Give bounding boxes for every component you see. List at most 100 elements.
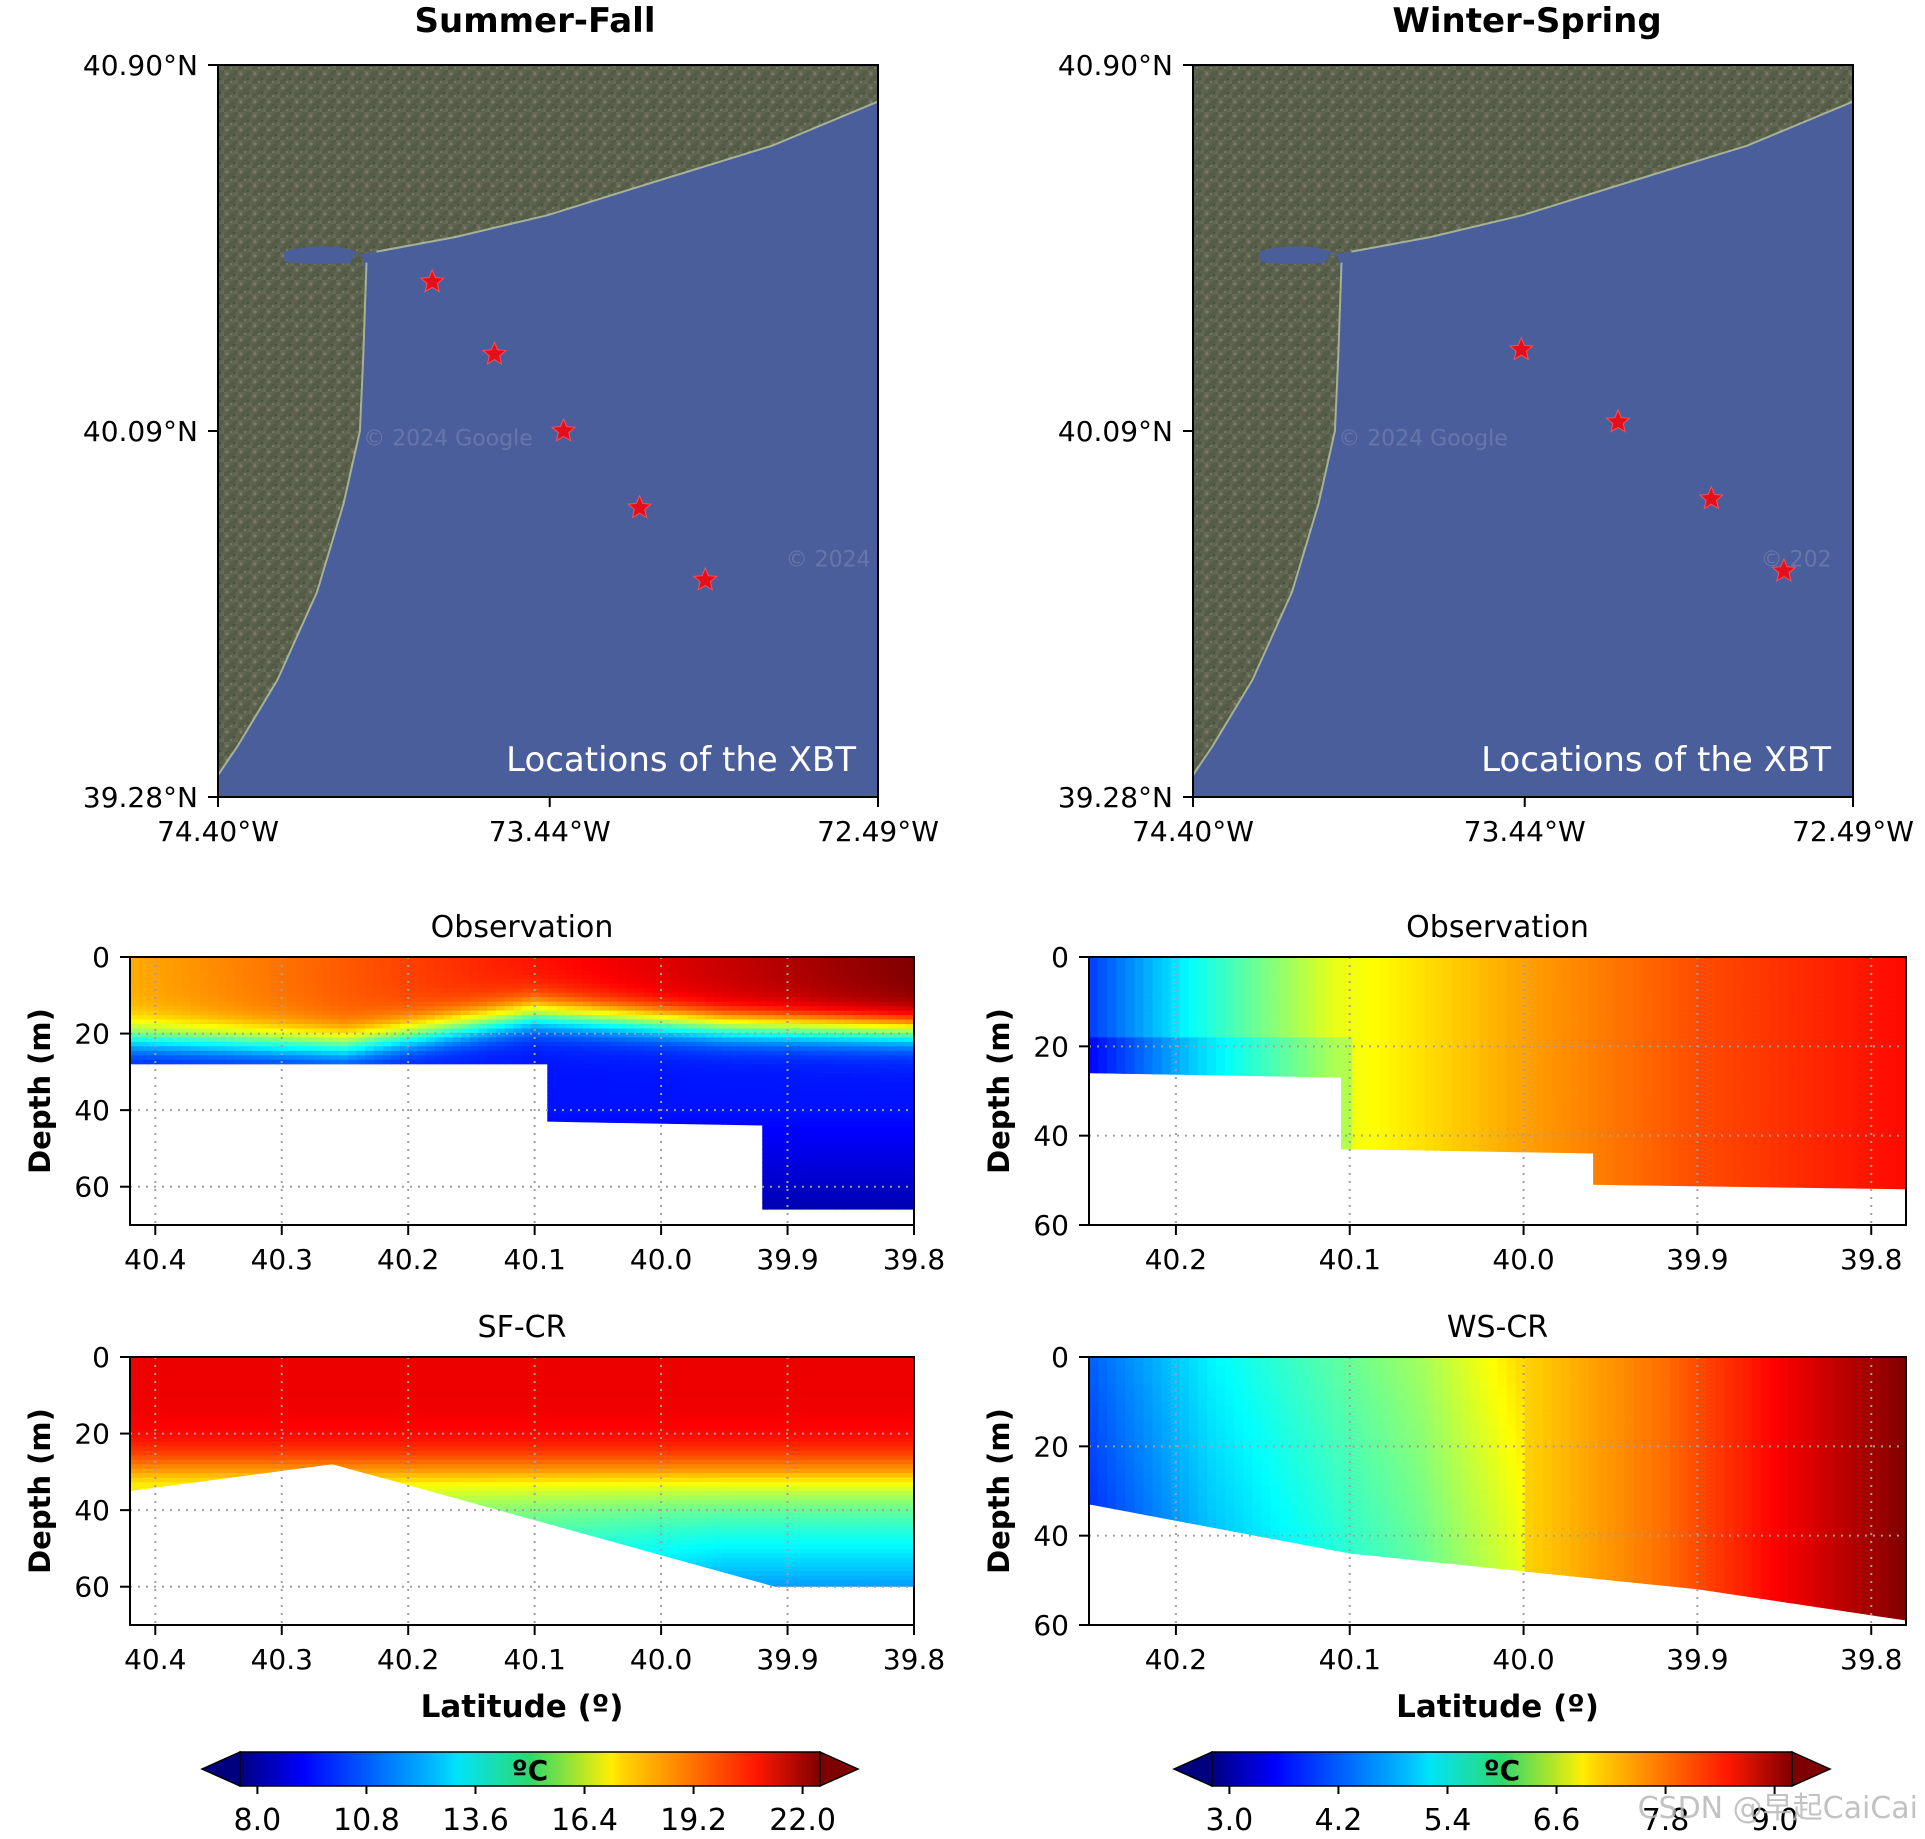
field-cell [600, 1113, 610, 1119]
field-cell [356, 1158, 366, 1164]
field-cell [696, 1028, 706, 1034]
field-cell [147, 1050, 157, 1056]
field-cell [731, 1162, 741, 1168]
field-cell [826, 1032, 837, 1038]
field-cell [417, 1104, 427, 1110]
field-cell [835, 983, 845, 989]
field-cell [574, 1207, 584, 1210]
field-cell [818, 1001, 828, 1007]
field-cell [217, 1153, 227, 1159]
field-cell [382, 1113, 392, 1119]
field-cell [234, 1104, 244, 1110]
field-cell [469, 1189, 479, 1195]
field-cell [138, 1010, 148, 1016]
field-cell [731, 1064, 741, 1070]
field-cell [688, 1216, 697, 1221]
field-cell [583, 1059, 593, 1065]
field-cell [748, 1086, 758, 1092]
field-cell [373, 1171, 384, 1177]
field-cell [426, 1202, 436, 1208]
field-cell [478, 970, 488, 976]
field-cell [408, 1198, 419, 1204]
field-cell [260, 1046, 270, 1052]
field-cell [434, 1193, 445, 1199]
field-cell [182, 1104, 192, 1110]
field-cell [835, 1180, 845, 1186]
field-cell [278, 979, 288, 985]
field-cell [644, 997, 654, 1003]
field-cell [469, 1086, 479, 1092]
field-cell [312, 1050, 323, 1056]
field-cell [321, 1135, 331, 1141]
field-cell [617, 970, 628, 976]
field-cell [522, 1001, 532, 1007]
field-cell [452, 1055, 462, 1061]
field-cell [644, 1158, 654, 1164]
long-island-landmass [218, 65, 878, 270]
field-cell [548, 1006, 558, 1012]
field-cell [286, 1028, 297, 1034]
field-cell [495, 1198, 506, 1204]
field-cell [365, 997, 375, 1003]
field-cell [234, 1037, 244, 1043]
field-cell [252, 1015, 262, 1021]
field-cell [312, 983, 323, 989]
field-cell [373, 979, 384, 985]
field-cell [635, 1091, 645, 1097]
field-cell [156, 1095, 166, 1101]
field-cell [565, 1041, 575, 1047]
field-cell [792, 1144, 802, 1150]
field-cell [278, 1153, 288, 1159]
field-cell [678, 988, 689, 994]
field-cell [539, 1122, 549, 1128]
field-cell [295, 983, 305, 989]
field-cell [687, 1126, 697, 1132]
field-cell [182, 1041, 192, 1047]
field-cell [748, 1126, 758, 1132]
field-cell [713, 983, 723, 989]
field-cell [234, 957, 244, 963]
field-cell [504, 1184, 514, 1190]
field-cell [548, 1140, 558, 1146]
field-cell [225, 1135, 236, 1141]
field-cell [286, 1086, 297, 1092]
field-cell [225, 1015, 236, 1021]
field-cell [626, 997, 636, 1003]
field-cell [783, 1041, 793, 1047]
field-cell [182, 1073, 192, 1079]
field-cell [182, 1149, 192, 1155]
field-cell [748, 1015, 758, 1021]
field-cell [330, 1006, 340, 1012]
field-cell [199, 1104, 209, 1110]
field-cell [678, 957, 689, 963]
field-cell [591, 1028, 601, 1034]
field-cell [252, 1175, 262, 1181]
field-cell [617, 1059, 628, 1065]
field-cell [391, 1175, 401, 1181]
field-cell [792, 965, 802, 971]
field-cell [382, 1055, 392, 1061]
field-cell [164, 1055, 175, 1061]
field-cell [225, 970, 236, 976]
field-cell [382, 1077, 392, 1083]
field-cell [644, 1131, 654, 1137]
field-cell [818, 1006, 828, 1012]
field-cell [286, 1019, 297, 1025]
field-cell [739, 1010, 750, 1016]
field-cell [487, 1068, 497, 1074]
field-cell [347, 1180, 358, 1186]
field-cell [635, 1171, 645, 1177]
field-cell [164, 1144, 175, 1150]
field-cell [522, 1059, 532, 1065]
field-cell [304, 1073, 314, 1079]
field-cell [765, 1149, 776, 1155]
field-cell [426, 1095, 436, 1101]
field-cell [522, 1041, 532, 1047]
field-cell [574, 961, 584, 967]
field-cell [408, 1006, 419, 1012]
field-cell [574, 1050, 584, 1056]
field-cell [295, 1015, 305, 1021]
field-cell [234, 1113, 244, 1119]
field-cell [138, 1001, 148, 1007]
field-cell [365, 1144, 375, 1150]
